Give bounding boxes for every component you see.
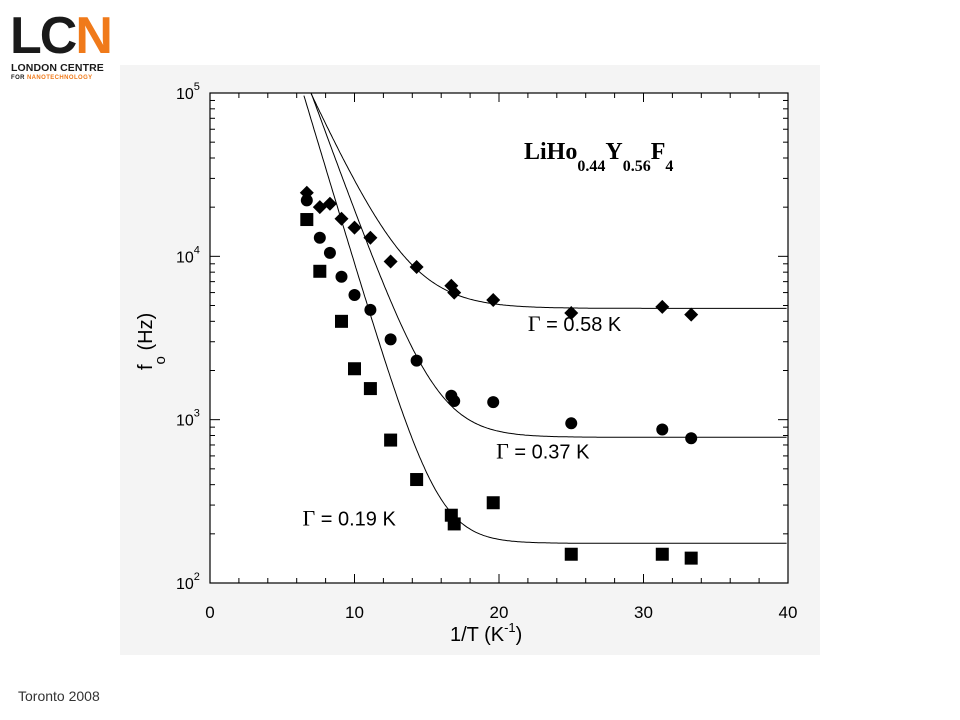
x-tick-label: 0 — [205, 603, 214, 622]
x-tick-label: 10 — [345, 603, 364, 622]
square-point — [313, 264, 327, 278]
annotations: Γ = 0.58 K Γ = 0.37 K Γ = 0.19 K — [302, 311, 621, 531]
chart-panel: 0 10 20 30 40 102 103 104 105 Γ = 0.58 K Γ = 0.3… — [120, 65, 820, 655]
circle-point — [565, 417, 578, 430]
data-markers — [299, 185, 699, 565]
y-tick-label: 105 — [176, 81, 200, 103]
diamond-point — [299, 185, 314, 200]
x-axis-label: 1/T (K-1) — [450, 620, 522, 646]
diamond-point — [383, 254, 398, 269]
y-tick-label: 103 — [176, 408, 200, 430]
lcn-logo: LCN LONDON CENTRE FOR NANOTECHNOLOGY — [10, 10, 135, 82]
square-point — [564, 547, 578, 561]
circle-point — [656, 423, 669, 436]
x-tick-label: 40 — [779, 603, 798, 622]
fit-curves — [303, 92, 787, 544]
circle-point — [448, 395, 461, 408]
square-point — [363, 382, 377, 396]
circle-point — [348, 288, 361, 301]
y-tick-labels: 102 103 104 105 — [176, 81, 200, 593]
plot-frame — [209, 92, 789, 584]
gamma-annotation: Γ = 0.37 K — [496, 438, 590, 463]
x-tick-label: 20 — [490, 603, 509, 622]
diamond-point — [363, 230, 378, 245]
circle-point — [487, 396, 500, 409]
logo-line2: FOR NANOTECHNOLOGY — [11, 75, 93, 81]
fit-curve — [310, 93, 787, 309]
axis-ticks — [209, 92, 789, 584]
x-tick-labels: 0 10 20 30 40 — [205, 603, 797, 622]
square-point — [486, 496, 500, 510]
gamma-annotation: Γ = 0.58 K — [528, 311, 622, 336]
fit-curve — [310, 92, 787, 438]
diamond-point — [684, 307, 699, 322]
circle-point — [323, 246, 336, 259]
diamond-point — [322, 196, 337, 211]
logo-letters-lc: LC — [10, 7, 77, 65]
circle-point — [313, 231, 326, 244]
footer-text: Toronto 2008 — [18, 688, 100, 704]
square-point — [447, 517, 461, 531]
chart-title: LiHo0.44Y0.56F4 — [524, 139, 673, 175]
circle-point — [410, 354, 423, 367]
logo-letter-n: N — [75, 7, 113, 65]
diamond-point — [655, 299, 670, 314]
square-point — [410, 473, 424, 487]
y-tick-label: 102 — [176, 571, 200, 593]
square-point — [384, 433, 398, 447]
y-tick-label: 104 — [176, 244, 200, 266]
chart: 0 10 20 30 40 102 103 104 105 Γ = 0.58 K Γ = 0.3… — [135, 81, 797, 646]
square-point — [300, 213, 314, 227]
diamond-point — [486, 293, 501, 308]
logo-line2-highlight: NANOTECHNOLOGY — [26, 75, 93, 81]
circle-point — [335, 270, 348, 283]
fit-curve — [303, 95, 787, 544]
y-axis-label: fo (Hz) — [135, 313, 169, 370]
diamond-point — [347, 220, 362, 235]
circle-point — [685, 432, 698, 445]
circle-point — [364, 303, 377, 316]
logo-letters: LCN — [10, 7, 113, 65]
square-point — [655, 547, 669, 561]
logo-line1: LONDON CENTRE — [11, 62, 104, 74]
circle-point — [300, 194, 313, 207]
logo-line2-prefix: FOR — [11, 75, 25, 81]
diamond-point — [564, 305, 579, 320]
circle-point — [384, 333, 397, 346]
x-tick-label: 30 — [634, 603, 653, 622]
diamond-point — [409, 260, 424, 275]
square-point — [684, 551, 698, 565]
diamond-point — [447, 285, 462, 300]
diamond-point — [334, 211, 349, 226]
square-point — [334, 314, 348, 328]
square-point — [348, 362, 361, 376]
gamma-annotation: Γ = 0.19 K — [302, 505, 396, 530]
